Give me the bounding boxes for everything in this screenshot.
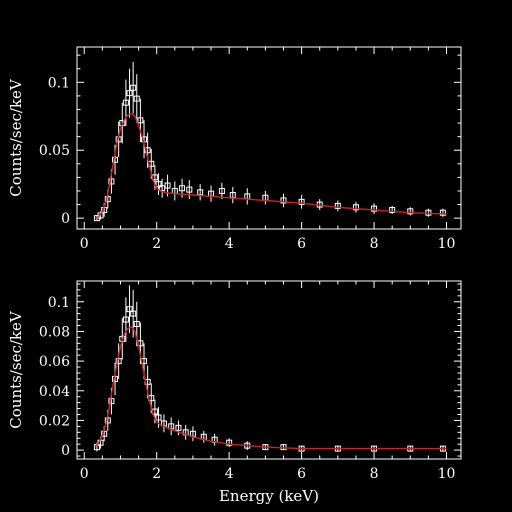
observed-data [93, 61, 446, 222]
y-tick-label: 0 [61, 211, 70, 227]
data-point [179, 185, 186, 192]
y-tick-label: 0.05 [39, 143, 70, 159]
y-axis-title: Counts/sec/keV [7, 310, 25, 429]
x-tick-label: 8 [370, 236, 379, 252]
observed-data [93, 285, 446, 452]
data-point [115, 358, 122, 365]
plot-frame [76, 46, 462, 230]
data-point [352, 204, 359, 211]
data-point [122, 316, 129, 323]
plot-frame [76, 280, 462, 460]
x-tick-label: 2 [152, 466, 161, 482]
x-tick-label: 6 [297, 236, 306, 252]
data-point [175, 424, 182, 431]
data-point [226, 439, 233, 446]
x-tick-label: 4 [225, 236, 234, 252]
y-tick-label: 0.06 [39, 354, 70, 370]
x-tick-label: 8 [370, 466, 379, 482]
y-tick-label: 0 [61, 443, 70, 459]
model-line [94, 112, 447, 219]
data-point [389, 206, 396, 213]
data-point [280, 197, 287, 204]
data-point [186, 186, 193, 193]
y-tick-label: 0.02 [39, 413, 70, 429]
x-tick-label: 0 [80, 236, 89, 252]
data-point [104, 196, 111, 203]
data-point [126, 90, 133, 97]
y-axis-title: Counts/sec/keV [7, 78, 25, 197]
data-point [164, 182, 171, 189]
x-tick-label: 2 [152, 236, 161, 252]
x-tick-label: 10 [438, 466, 456, 482]
data-point [218, 187, 225, 194]
data-point [407, 208, 414, 215]
data-point [133, 321, 140, 328]
x-axis-title: Energy (keV) [219, 487, 319, 505]
data-point [133, 95, 140, 102]
data-point [137, 117, 144, 124]
data-point [334, 202, 341, 209]
y-tick-label: 0.04 [39, 384, 70, 400]
data-point [130, 310, 137, 317]
data-point [108, 178, 115, 185]
model-line [94, 326, 447, 450]
data-point [439, 209, 446, 216]
data-point [126, 306, 133, 313]
x-tick-label: 4 [225, 466, 234, 482]
y-tick-label: 0.08 [39, 324, 70, 340]
data-point [371, 205, 378, 212]
data-point [298, 198, 305, 205]
y-tick-label: 0.1 [48, 75, 70, 91]
data-point [122, 99, 129, 106]
data-point [130, 84, 137, 91]
panel-1: 0 2 4 6 8 10 0 0.05 0.1 Counts/sec/keV [7, 46, 462, 252]
x-tick-label: 10 [438, 236, 456, 252]
panel-2: 0 2 4 6 8 10 0 0.02 0.04 0.06 0.08 0.1 Counts/sec/ke… [7, 280, 462, 505]
data-point [155, 414, 162, 421]
x-tick-label: 6 [297, 466, 306, 482]
data-point [197, 189, 204, 196]
data-point [155, 181, 162, 188]
y-tick-label: 0.1 [48, 295, 70, 311]
x-tick-label: 0 [80, 466, 89, 482]
